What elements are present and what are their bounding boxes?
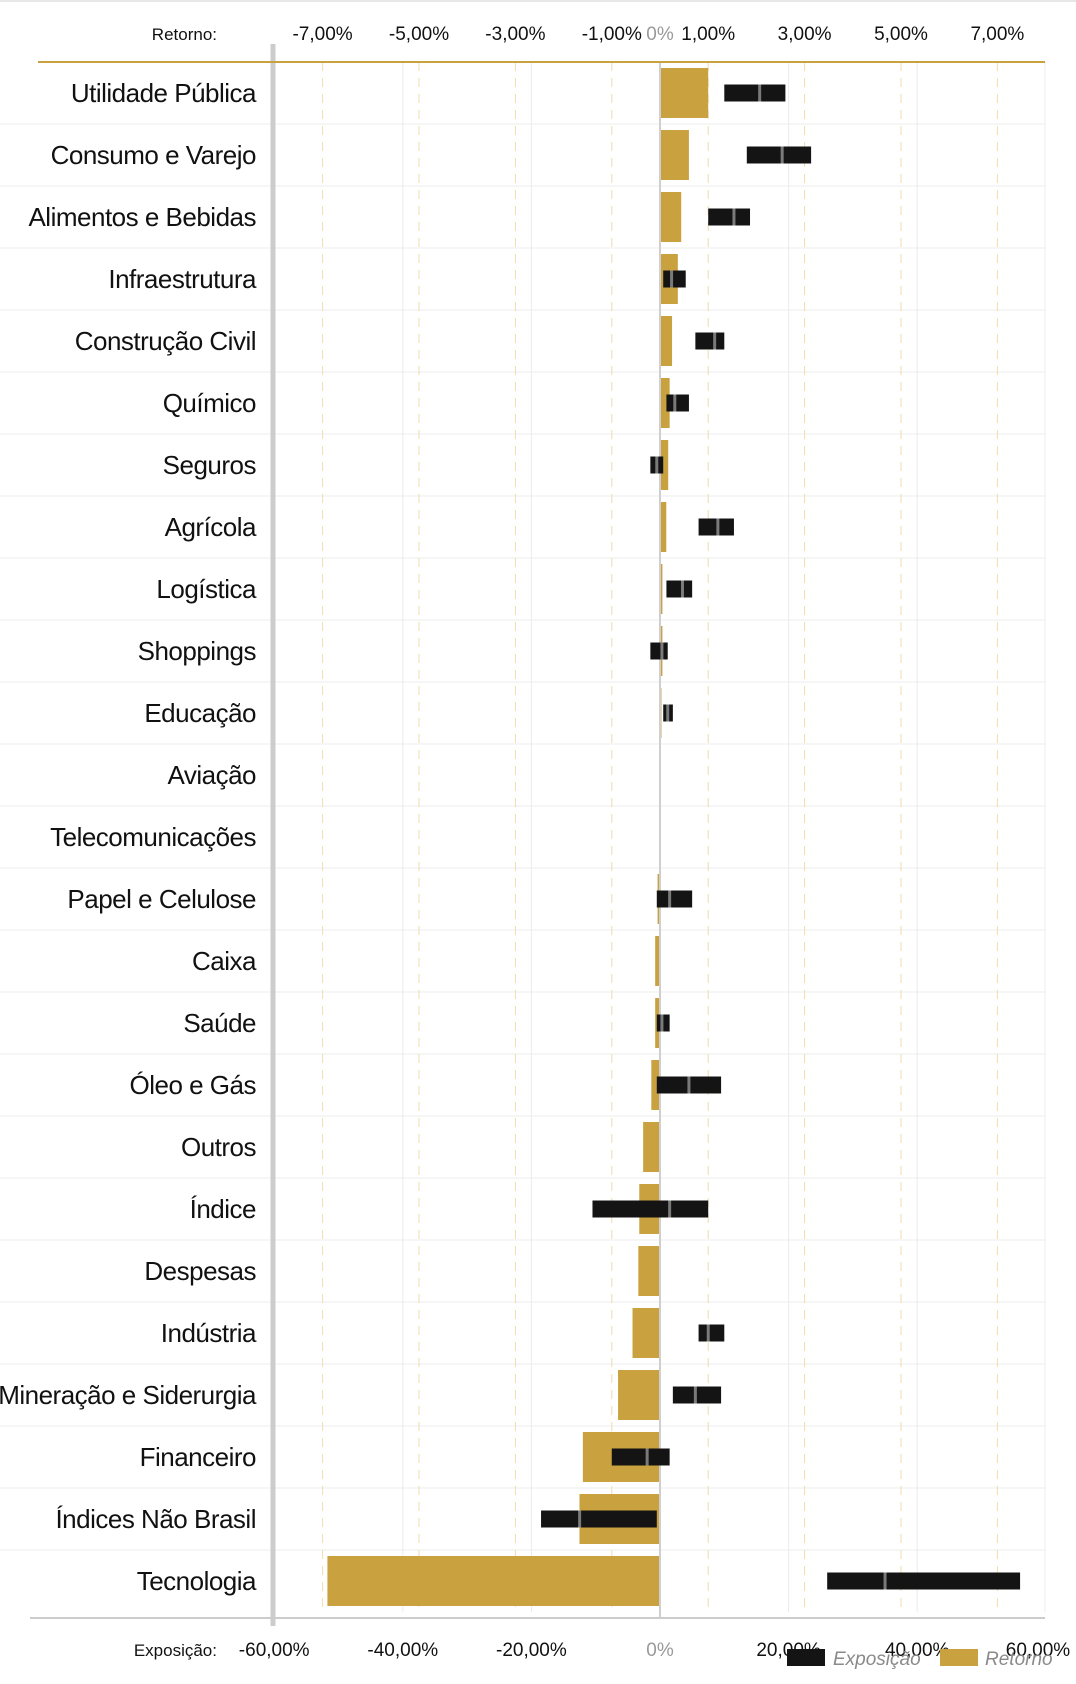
exposicao-marker	[645, 1448, 649, 1466]
retorno-bar	[618, 1370, 660, 1420]
exposicao-bar	[698, 518, 734, 536]
exposicao-bar	[592, 1200, 709, 1218]
exposicao-marker	[670, 270, 674, 288]
exposicao-marker	[716, 518, 720, 536]
retorno-bar	[651, 1060, 660, 1110]
exposicao-bar	[666, 394, 689, 412]
exposicao-marker	[693, 1386, 697, 1404]
category-label: Papel e Celulose	[67, 884, 256, 914]
exposicao-bar	[672, 1386, 722, 1404]
exposicao-bar	[656, 890, 693, 908]
exposicao-bar	[724, 84, 786, 102]
category-label: Construção Civil	[75, 326, 256, 356]
exposicao-bar	[611, 1448, 670, 1466]
exposicao-bar	[663, 270, 686, 288]
top-tick-label: -3,00%	[485, 24, 545, 45]
exposicao-marker	[660, 1014, 664, 1032]
bottom-tick-label: -60,00%	[239, 1640, 310, 1661]
category-label: Despesas	[144, 1256, 256, 1286]
bottom-tick-label: 60,00%	[1006, 1640, 1071, 1661]
exposicao-marker	[681, 580, 685, 598]
top-tick-label: 1,00%	[681, 24, 735, 45]
exposicao-bar	[695, 332, 725, 350]
category-label: Educação	[144, 698, 256, 728]
exposicao-marker	[780, 146, 784, 164]
exposicao-marker	[713, 332, 717, 350]
category-label: Caixa	[192, 946, 257, 976]
category-label: Consumo e Varejo	[51, 140, 256, 170]
retorno-bar	[660, 378, 670, 428]
category-label: Infraestrutura	[108, 264, 257, 294]
category-label: Óleo e Gás	[129, 1070, 256, 1100]
category-label: Logística	[156, 574, 257, 604]
bottom-tick-label: 0%	[646, 1640, 674, 1661]
category-label: Agrícola	[165, 512, 257, 542]
category-label: Outros	[181, 1132, 257, 1162]
retorno-bar	[660, 192, 682, 242]
retorno-bar	[660, 440, 669, 490]
category-label: Químico	[163, 388, 256, 418]
exposicao-marker	[758, 84, 762, 102]
exposicao-marker	[668, 1200, 672, 1218]
category-label: Mineração e Siderurgia	[0, 1380, 257, 1410]
top-tick-label: 7,00%	[970, 24, 1024, 45]
category-label: Alimentos e Bebidas	[28, 202, 256, 232]
exposicao-marker	[666, 704, 670, 722]
retorno-bar	[660, 316, 673, 366]
legend-swatch	[787, 1649, 825, 1666]
exposicao-bar	[541, 1510, 657, 1528]
exposicao-marker	[687, 1076, 691, 1094]
category-label: Telecomunicações	[50, 822, 256, 852]
exposicao-bar	[666, 580, 693, 598]
bottom-axis-title: Exposição:	[134, 1641, 217, 1660]
retorno-bar	[660, 502, 667, 552]
retorno-bar	[638, 1246, 660, 1296]
category-label: Utilidade Pública	[71, 78, 257, 108]
category-label: Indústria	[161, 1318, 257, 1348]
exposicao-marker	[673, 394, 677, 412]
exposicao-marker	[578, 1510, 582, 1528]
exposicao-bar	[698, 1324, 725, 1342]
top-tick-label: -7,00%	[292, 24, 352, 45]
retorno-bar	[660, 130, 689, 180]
category-label: Tecnologia	[137, 1566, 257, 1596]
exposicao-bar	[746, 146, 812, 164]
exposicao-bar	[827, 1572, 1021, 1590]
category-label: Índices Não Brasil	[55, 1504, 256, 1534]
category-label: Seguros	[163, 450, 257, 480]
top-tick-label: -5,00%	[389, 24, 449, 45]
top-tick-label: -1,00%	[582, 24, 642, 45]
bottom-tick-label: -40,00%	[367, 1640, 438, 1661]
exposicao-bar	[708, 208, 751, 226]
exposicao-marker	[883, 1572, 887, 1590]
legend-swatch	[940, 1649, 978, 1666]
category-label: Índice	[190, 1194, 256, 1224]
retorno-bar	[655, 936, 660, 986]
top-tick-label: 0%	[646, 24, 674, 45]
category-label: Saúde	[183, 1008, 256, 1038]
retorno-bar	[643, 1122, 660, 1172]
category-label: Aviação	[167, 760, 256, 790]
exposicao-marker	[668, 890, 672, 908]
legend-label: Exposição	[833, 1649, 921, 1670]
category-label: Financeiro	[140, 1442, 256, 1472]
bottom-tick-label: 40,00%	[885, 1640, 950, 1661]
exposicao-marker	[732, 208, 736, 226]
retorno-bar	[660, 564, 663, 614]
exposicao-marker	[706, 1324, 710, 1342]
top-tick-label: 3,00%	[778, 24, 832, 45]
bottom-tick-label: -20,00%	[496, 1640, 567, 1661]
exposicao-marker	[660, 642, 664, 660]
retorno-bar	[632, 1308, 660, 1358]
top-tick-label: 5,00%	[874, 24, 928, 45]
legend-label: Retorno	[985, 1649, 1053, 1670]
top-axis-title: Retorno:	[152, 25, 217, 44]
exposicao-marker	[655, 456, 659, 474]
category-label: Shoppings	[138, 636, 257, 666]
retorno-bar	[660, 68, 709, 118]
retorno-bar	[327, 1556, 660, 1606]
exposicao-bar	[650, 642, 668, 660]
